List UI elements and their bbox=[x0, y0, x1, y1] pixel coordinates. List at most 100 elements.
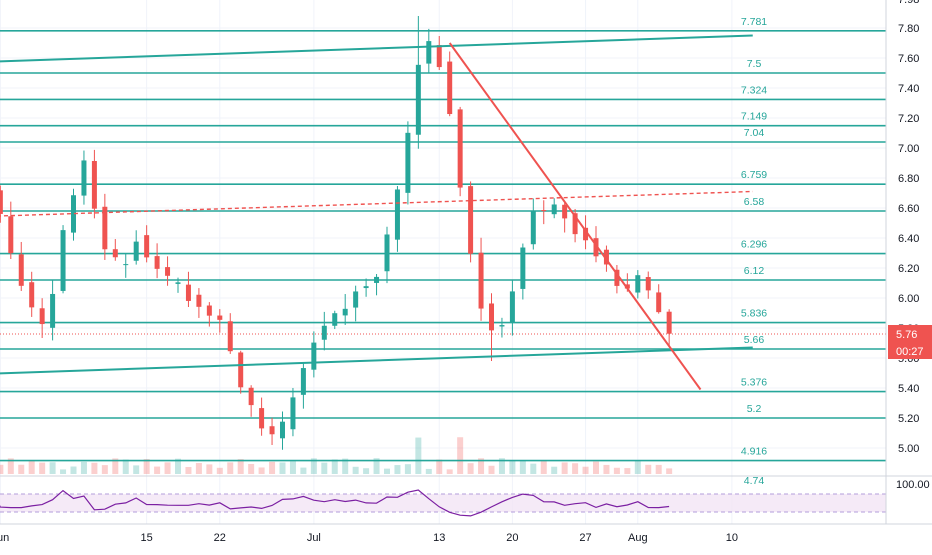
volume-bar bbox=[603, 464, 610, 474]
candle-body bbox=[112, 249, 118, 258]
candle-body bbox=[280, 421, 285, 439]
candle-body bbox=[196, 294, 202, 307]
volume-bar bbox=[0, 464, 4, 474]
volume-bar bbox=[310, 458, 317, 474]
volume-bar bbox=[404, 464, 411, 474]
y-tick-label: 5.00 bbox=[898, 443, 919, 455]
volume-bar bbox=[70, 466, 77, 474]
volume-bar bbox=[185, 466, 192, 474]
fib-level-label: 5.836 bbox=[741, 308, 767, 320]
candle-body bbox=[60, 230, 66, 291]
volume-bar bbox=[415, 437, 422, 474]
candle-body bbox=[499, 325, 505, 327]
candle-body bbox=[666, 311, 672, 334]
candle-body bbox=[436, 45, 442, 68]
volume-bar bbox=[60, 469, 67, 474]
candle-body bbox=[311, 342, 317, 370]
candle-body bbox=[645, 277, 651, 291]
volume-bar bbox=[561, 462, 568, 474]
x-tick-label: Aug bbox=[628, 532, 648, 544]
fib-level-label: 7.5 bbox=[747, 58, 762, 70]
candle-body bbox=[562, 204, 568, 219]
volume-bar bbox=[80, 461, 87, 474]
candle-body bbox=[468, 186, 474, 254]
volume-bar bbox=[540, 460, 547, 474]
volume-bar bbox=[394, 465, 401, 474]
volume-bar bbox=[551, 466, 558, 474]
volume-bar bbox=[582, 466, 589, 474]
candle-body bbox=[614, 269, 620, 286]
candle-body bbox=[624, 284, 630, 289]
candle-body bbox=[415, 64, 421, 135]
volume-bar bbox=[39, 462, 46, 474]
volume-bar bbox=[488, 465, 495, 474]
volume-bar bbox=[446, 469, 453, 474]
y-tick-label: 7.60 bbox=[898, 53, 919, 65]
volume-bar bbox=[666, 468, 673, 474]
volume-bar bbox=[164, 462, 171, 474]
volume-bar bbox=[467, 463, 474, 474]
candle-body bbox=[238, 352, 244, 388]
candle-body bbox=[18, 254, 24, 286]
candles bbox=[0, 16, 672, 450]
volume-bar bbox=[572, 463, 579, 474]
volume-bar bbox=[112, 458, 119, 474]
volume-bar bbox=[457, 437, 464, 474]
volume-bar bbox=[195, 463, 202, 474]
volume-bar bbox=[384, 468, 390, 474]
fib-level-label: 6.12 bbox=[744, 265, 765, 277]
volume-bar bbox=[101, 465, 108, 474]
volume-bar bbox=[321, 462, 328, 474]
volume-bar bbox=[613, 467, 620, 474]
volume-bar bbox=[373, 458, 380, 474]
candle-body bbox=[394, 189, 400, 240]
y-tick-label: 6.20 bbox=[898, 263, 919, 275]
fib-level-label: 5.376 bbox=[741, 377, 767, 389]
candle-body bbox=[165, 267, 171, 276]
x-tick-label: 22 bbox=[214, 532, 226, 544]
candle-body bbox=[248, 387, 254, 406]
candle-body bbox=[457, 109, 463, 188]
candle-body bbox=[593, 238, 599, 257]
volume-bar bbox=[258, 467, 265, 474]
candle-body bbox=[29, 282, 35, 308]
candle-body bbox=[551, 204, 557, 215]
candle-body bbox=[530, 210, 536, 245]
volume-bar bbox=[237, 459, 244, 474]
y-tick-label: 6.80 bbox=[898, 173, 919, 185]
rsi-pane: 100.00 bbox=[0, 475, 932, 517]
volume-bar bbox=[300, 467, 307, 474]
x-tick-label: 15 bbox=[141, 532, 153, 544]
fib-level-label: 7.324 bbox=[741, 84, 767, 96]
fib-level-label: 4.74 bbox=[744, 475, 765, 487]
candle-body bbox=[342, 308, 348, 316]
candle-body bbox=[541, 210, 547, 212]
trendline-upper-channel bbox=[0, 34, 753, 63]
candle-body bbox=[353, 291, 359, 308]
candle-body bbox=[154, 256, 160, 269]
volume-bar bbox=[227, 462, 234, 474]
volume-bar bbox=[593, 461, 599, 474]
volume-bar bbox=[269, 461, 276, 474]
fib-level-label: 7.149 bbox=[741, 111, 767, 123]
candle-body bbox=[290, 397, 296, 430]
countdown-value: 00:27 bbox=[896, 346, 924, 358]
volume-bar bbox=[519, 460, 526, 474]
candle-body bbox=[175, 282, 181, 284]
candle-body bbox=[8, 216, 14, 254]
volume-bar bbox=[216, 467, 223, 474]
volume-bar bbox=[342, 458, 349, 474]
volume-bar bbox=[7, 458, 14, 474]
volume-bar bbox=[363, 468, 370, 474]
rsi-line bbox=[0, 489, 670, 517]
fib-level-label: 4.916 bbox=[741, 446, 767, 458]
volume-bar bbox=[248, 463, 255, 474]
volume-bar bbox=[331, 459, 338, 474]
trendlines[interactable] bbox=[0, 34, 753, 391]
countdown-tag bbox=[888, 342, 932, 359]
fib-level-label: 5.66 bbox=[744, 334, 765, 346]
candle-body bbox=[123, 264, 129, 266]
